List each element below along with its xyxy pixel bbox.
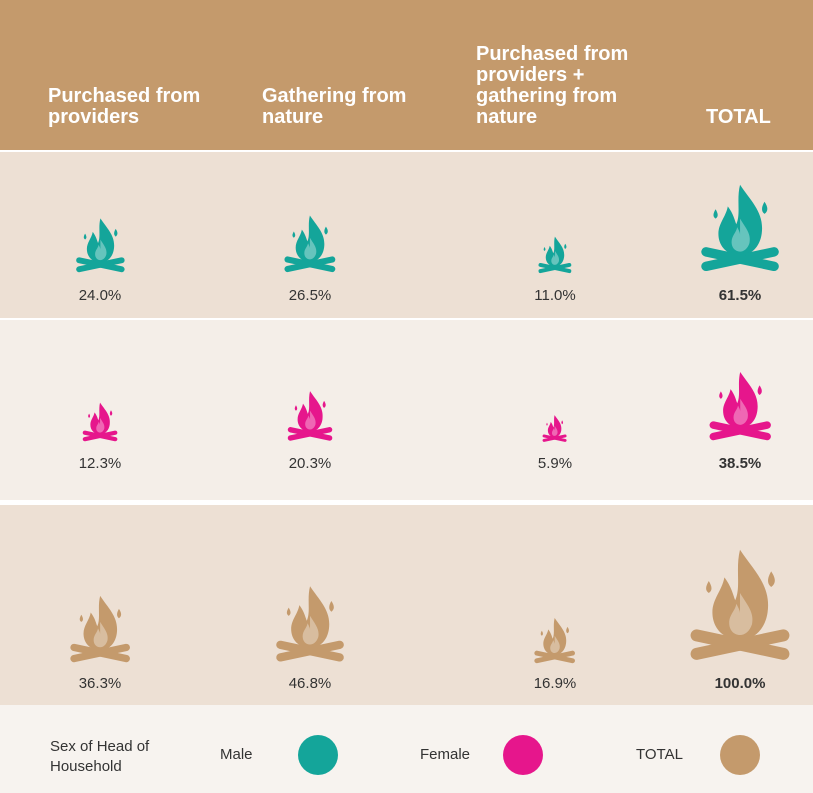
value-label: 16.9% (533, 675, 577, 692)
fire-icon (287, 391, 333, 441)
value-label: 61.5% (718, 287, 762, 304)
value-label: 100.0% (714, 675, 766, 692)
legend (0, 705, 813, 793)
row-band (0, 505, 813, 705)
fire-icon (538, 236, 572, 274)
header-label: TOTAL (706, 106, 771, 128)
fire-icon (75, 218, 125, 273)
fire-icon (276, 586, 344, 662)
row-band (0, 152, 813, 318)
header-label: Gathering from nature (262, 85, 407, 128)
fire-icon (284, 215, 336, 273)
fire-icon (690, 549, 790, 660)
value-label: 11.0% (534, 287, 576, 304)
legend-swatch (720, 735, 760, 775)
value-label: 12.3% (78, 455, 122, 472)
fire-icon (542, 415, 567, 442)
fire-icon (709, 371, 771, 440)
value-label: 20.3% (288, 455, 332, 472)
header-label: Purchased from providers + gathering fro… (476, 43, 629, 128)
legend-label: Male (220, 746, 253, 763)
value-label: 24.0% (78, 287, 122, 304)
legend-label: TOTAL (636, 746, 683, 763)
legend-swatch (503, 735, 543, 775)
fire-icon (70, 595, 130, 662)
header (0, 0, 813, 150)
value-label: 38.5% (718, 455, 762, 472)
legend-title: Sex of Head of Household (50, 738, 150, 775)
value-label: 5.9% (537, 455, 573, 472)
fire-icon (82, 402, 118, 442)
value-label: 26.5% (288, 287, 332, 304)
fire-icon (701, 184, 779, 271)
row-band (0, 320, 813, 500)
legend-swatch (298, 735, 338, 775)
header-label: Purchased from providers (48, 85, 201, 128)
value-label: 46.8% (288, 675, 332, 692)
legend-label: Female (420, 746, 471, 763)
fire-icon (534, 617, 576, 663)
value-label: 36.3% (78, 675, 122, 692)
